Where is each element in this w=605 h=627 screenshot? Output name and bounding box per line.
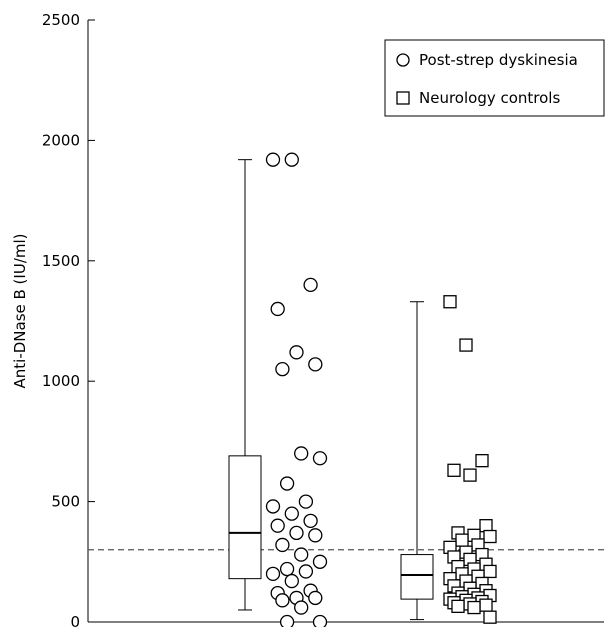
data-point-circle (270, 301, 285, 317)
data-point-square (443, 295, 457, 309)
data-point-circle (279, 614, 295, 627)
data-point-circle (294, 446, 309, 461)
data-point-circle (275, 537, 290, 553)
data-point-circle (270, 518, 285, 533)
data-point-square (467, 600, 481, 615)
y-tick-label: 2000 (42, 131, 80, 149)
box (228, 455, 262, 580)
data-point-square (451, 599, 465, 613)
data-point-circle (312, 614, 328, 627)
marks-layer (88, 152, 604, 627)
data-point-circle (284, 573, 299, 589)
data-point-circle (308, 590, 323, 606)
data-point-circle (308, 528, 323, 543)
data-point-circle (275, 593, 290, 608)
y-tick-label: 0 (70, 613, 80, 627)
data-point-circle (289, 525, 304, 541)
legend-label-0: Post-strep dyskinesia (419, 51, 578, 69)
data-point-square (447, 463, 461, 477)
data-point-circle (279, 561, 295, 577)
y-tick-label: 1000 (42, 372, 80, 390)
data-point-circle (265, 566, 281, 581)
data-point-circle (279, 476, 295, 491)
data-point-square (483, 529, 497, 544)
data-point-circle (284, 506, 299, 521)
data-point-square (455, 533, 469, 547)
data-point-circle (312, 451, 328, 466)
data-point-circle (308, 357, 323, 372)
legend-marker-circle (396, 53, 410, 67)
data-point-circle (298, 564, 314, 579)
y-tick-label: 1500 (42, 252, 80, 270)
data-point-circle (289, 345, 304, 360)
data-point-circle (275, 362, 290, 377)
legend: Post-strep dyskinesia Neurology controls (384, 39, 605, 117)
data-point-circle (303, 513, 318, 529)
box (400, 554, 434, 600)
data-point-circle (265, 152, 281, 167)
data-point-circle (298, 494, 314, 509)
legend-marker-square (396, 91, 410, 105)
data-point-square (483, 564, 497, 579)
axes-layer: 0 500 1000 1500 2000 2500 Anti-DNase B (IU/ml) (11, 11, 604, 627)
data-point-square (459, 338, 473, 352)
data-point-circle (265, 499, 281, 514)
y-tick-label: 2500 (42, 11, 80, 29)
data-point-square (475, 454, 489, 468)
y-tick-label: 500 (51, 493, 80, 511)
legend-label-1: Neurology controls (419, 89, 560, 107)
data-point-circle (284, 152, 299, 167)
y-axis-title: Anti-DNase B (IU/ml) (11, 233, 29, 388)
data-point-square (479, 598, 493, 612)
data-point-circle (294, 547, 309, 562)
data-point-circle (294, 600, 309, 615)
data-point-circle (312, 554, 328, 569)
data-point-square (483, 610, 497, 624)
data-point-circle (303, 277, 318, 293)
legend-box (384, 39, 605, 117)
data-point-square (463, 468, 477, 482)
